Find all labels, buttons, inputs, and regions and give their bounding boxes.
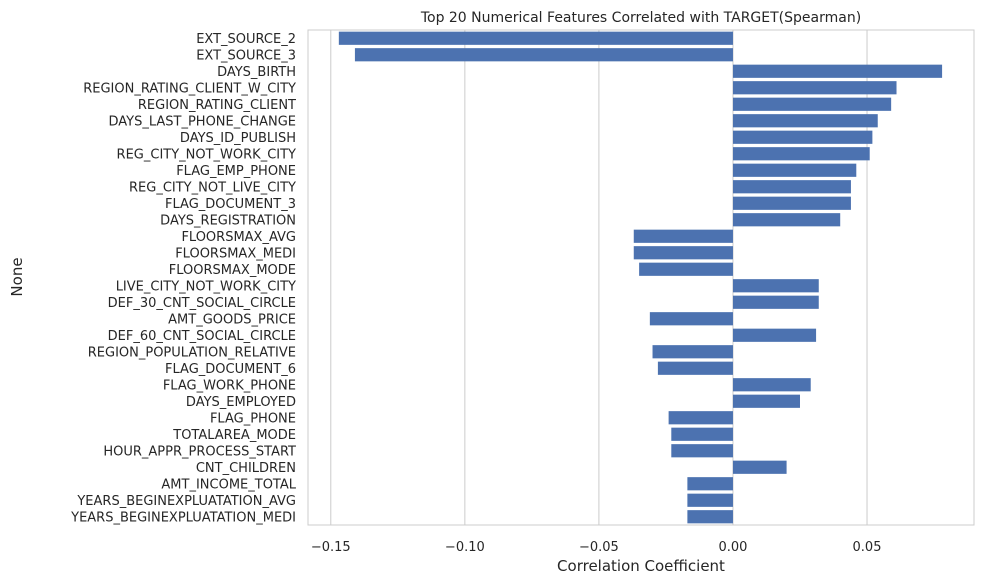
bar xyxy=(732,81,897,95)
y-tick-label: REGION_POPULATION_RELATIVE xyxy=(88,345,296,360)
bar xyxy=(732,196,851,210)
bar xyxy=(639,262,733,276)
y-axis-label: None xyxy=(8,257,26,296)
bar xyxy=(732,97,892,111)
bar xyxy=(652,345,733,359)
y-tick-label: DAYS_LAST_PHONE_CHANGE xyxy=(108,114,296,129)
y-tick-label: HOUR_APPR_PROCESS_START xyxy=(103,444,296,459)
x-tick-label: 0.00 xyxy=(718,540,747,555)
bar xyxy=(732,378,811,392)
bar xyxy=(732,279,819,293)
y-tick-label: FLAG_DOCUMENT_3 xyxy=(165,197,296,212)
chart-title: Top 20 Numerical Features Correlated wit… xyxy=(420,10,861,26)
x-tick-label: −0.15 xyxy=(311,540,351,555)
y-tick-label: TOTALAREA_MODE xyxy=(172,428,296,443)
y-tick-label: FLAG_PHONE xyxy=(210,411,296,426)
bars xyxy=(338,31,943,524)
bar xyxy=(671,427,733,441)
y-tick-label: REGION_RATING_CLIENT xyxy=(138,98,296,113)
bar xyxy=(732,163,857,177)
x-tick-label: −0.05 xyxy=(579,540,619,555)
bar xyxy=(668,411,733,425)
bar xyxy=(732,114,878,128)
bar xyxy=(732,147,870,161)
y-tick-label: FLOORSMAX_MEDI xyxy=(175,246,296,261)
y-tick-label: CNT_CHILDREN xyxy=(196,461,296,476)
grid-lines xyxy=(330,30,868,525)
y-tick-label: DAYS_ID_PUBLISH xyxy=(180,131,296,146)
y-tick-label: FLAG_WORK_PHONE xyxy=(163,378,296,393)
bar xyxy=(354,48,733,62)
bar xyxy=(657,361,733,375)
y-tick-label: DAYS_EMPLOYED xyxy=(186,395,296,410)
bar xyxy=(732,64,943,78)
bar xyxy=(338,31,733,45)
bar xyxy=(732,394,800,408)
x-tick-label: 0.05 xyxy=(853,540,882,555)
bar xyxy=(649,312,733,326)
y-tick-label: EXT_SOURCE_2 xyxy=(196,32,296,47)
y-tick-label: EXT_SOURCE_3 xyxy=(196,48,296,63)
bar xyxy=(633,246,733,260)
y-tick-label: FLAG_DOCUMENT_6 xyxy=(165,362,296,377)
y-tick-label: YEARS_BEGINEXPLUATATION_AVG xyxy=(76,494,296,509)
y-tick-label: AMT_INCOME_TOTAL xyxy=(161,477,296,492)
bar xyxy=(732,460,787,474)
bar xyxy=(732,180,851,194)
bar xyxy=(732,213,841,227)
y-tick-label: DEF_60_CNT_SOCIAL_CIRCLE xyxy=(108,329,296,344)
y-tick-label: REGION_RATING_CLIENT_W_CITY xyxy=(83,81,296,96)
x-tick-label: −0.10 xyxy=(445,540,485,555)
y-tick-label: YEARS_BEGINEXPLUATATION_MEDI xyxy=(70,510,296,525)
y-tick-label: REG_CITY_NOT_LIVE_CITY xyxy=(129,180,296,195)
y-tick-label: REG_CITY_NOT_WORK_CITY xyxy=(117,147,297,162)
y-tick-label: DAYS_BIRTH xyxy=(217,65,296,80)
bar xyxy=(732,130,873,144)
plot-frame xyxy=(307,29,975,526)
bar xyxy=(732,295,819,309)
y-tick-label: FLOORSMAX_AVG xyxy=(181,230,296,245)
x-tick-labels: −0.15 −0.10 −0.05 0.00 0.05 xyxy=(311,540,882,555)
y-tick-label: AMT_GOODS_PRICE xyxy=(168,312,296,327)
y-tick-label: DEF_30_CNT_SOCIAL_CIRCLE xyxy=(108,296,296,311)
y-tick-label: LIVE_CITY_NOT_WORK_CITY xyxy=(116,279,296,294)
y-tick-label: DAYS_REGISTRATION xyxy=(160,213,296,228)
bar xyxy=(687,510,733,524)
y-tick-labels: EXT_SOURCE_2EXT_SOURCE_3DAYS_BIRTHREGION… xyxy=(70,32,297,526)
bar xyxy=(687,493,733,507)
bar xyxy=(732,328,817,342)
x-axis-label: Correlation Coefficient xyxy=(557,557,725,575)
bar xyxy=(687,477,733,491)
bar xyxy=(633,229,733,243)
y-tick-label: FLOORSMAX_MODE xyxy=(169,263,296,278)
bar xyxy=(671,444,733,458)
y-tick-label: FLAG_EMP_PHONE xyxy=(176,164,296,179)
